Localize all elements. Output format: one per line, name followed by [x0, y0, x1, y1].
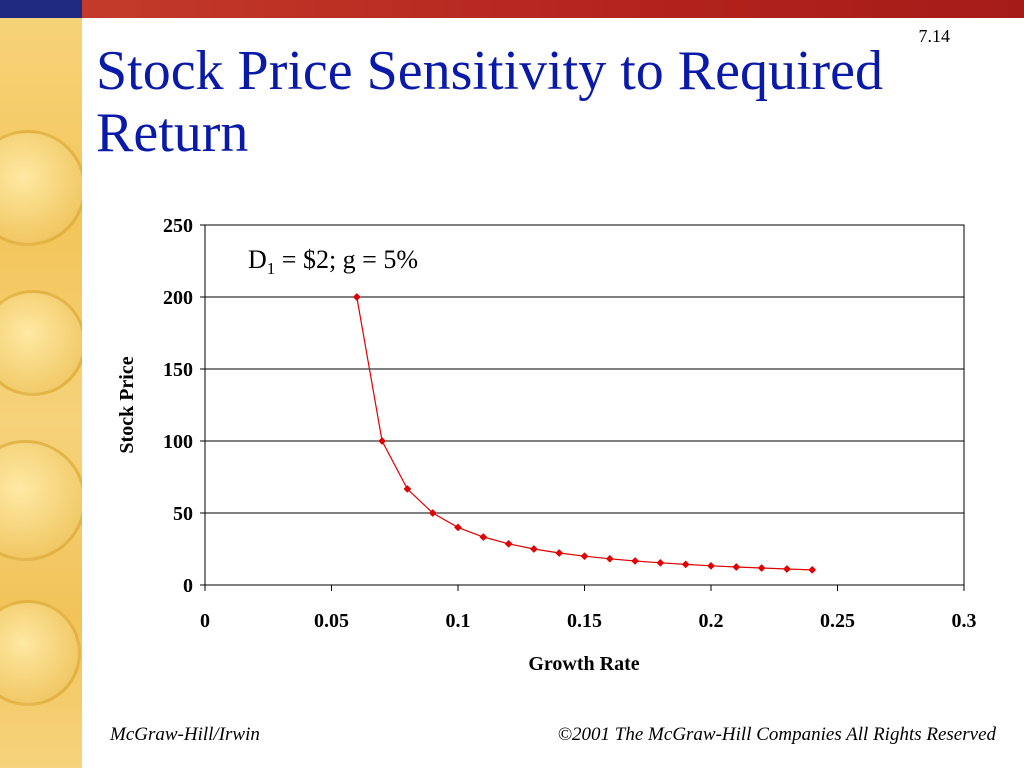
y-tick-label: 150 [163, 359, 193, 381]
data-point [479, 533, 488, 542]
data-point [757, 564, 766, 572]
data-point [782, 565, 791, 573]
data-point [707, 561, 715, 570]
x-tick-label: 0.05 [314, 610, 349, 632]
chart-annotation: D1 = $2; g = 5% [248, 245, 418, 278]
slide-number: 7.14 [918, 26, 951, 46]
x-axis-label: Growth Rate [528, 653, 639, 675]
series-line [356, 296, 813, 571]
plot-area-frame [204, 224, 965, 586]
data-point [808, 565, 817, 574]
x-axis-ticks: 0 0.05 0.1 0.15 0.2 0.25 0.3 [200, 585, 977, 632]
data-point [529, 545, 538, 553]
x-tick-label: 0.25 [820, 610, 855, 632]
footer-publisher: McGraw-Hill/Irwin [110, 724, 260, 745]
coin-decoration [0, 600, 81, 706]
footer-copyright: ©2001 The McGraw-Hill Companies All Righ… [557, 724, 996, 745]
y-axis-ticks: 0 50 100 150 200 250 [163, 215, 205, 597]
data-point [555, 549, 564, 557]
y-tick-label: 50 [173, 503, 193, 525]
top-accent-bar [82, 0, 1024, 18]
slide-title: Stock Price Sensitivity to Required Retu… [96, 40, 884, 164]
data-point [681, 560, 690, 569]
x-tick-label: 0 [200, 610, 210, 632]
data-point [732, 563, 741, 571]
x-tick-label: 0.15 [567, 610, 602, 632]
data-point [631, 556, 640, 565]
annotation-text-rest: = $2; g = 5% [275, 245, 418, 274]
decorative-side-band [0, 0, 82, 768]
y-tick-label: 0 [183, 575, 193, 597]
data-point [352, 293, 361, 301]
y-axis-label: Stock Price [116, 356, 138, 453]
annotation-text-d: D [248, 245, 267, 274]
data-point [378, 437, 387, 445]
data-point [656, 558, 665, 567]
coin-decoration [0, 290, 82, 396]
x-tick-label: 0.2 [699, 610, 724, 632]
y-tick-label: 100 [163, 431, 193, 453]
gridlines [205, 296, 964, 514]
data-point [428, 509, 437, 517]
data-series [352, 293, 817, 574]
y-tick-label: 200 [163, 287, 193, 309]
y-tick-label: 250 [163, 215, 193, 237]
coin-decoration [0, 130, 82, 246]
data-point [605, 554, 614, 563]
annotation-subscript: 1 [267, 259, 276, 278]
corner-decoration [0, 0, 82, 18]
data-point [454, 523, 462, 532]
data-point [504, 539, 513, 548]
x-tick-label: 0.3 [952, 610, 977, 632]
x-tick-label: 0.1 [446, 610, 471, 632]
data-point [580, 552, 589, 561]
data-point [403, 484, 412, 493]
